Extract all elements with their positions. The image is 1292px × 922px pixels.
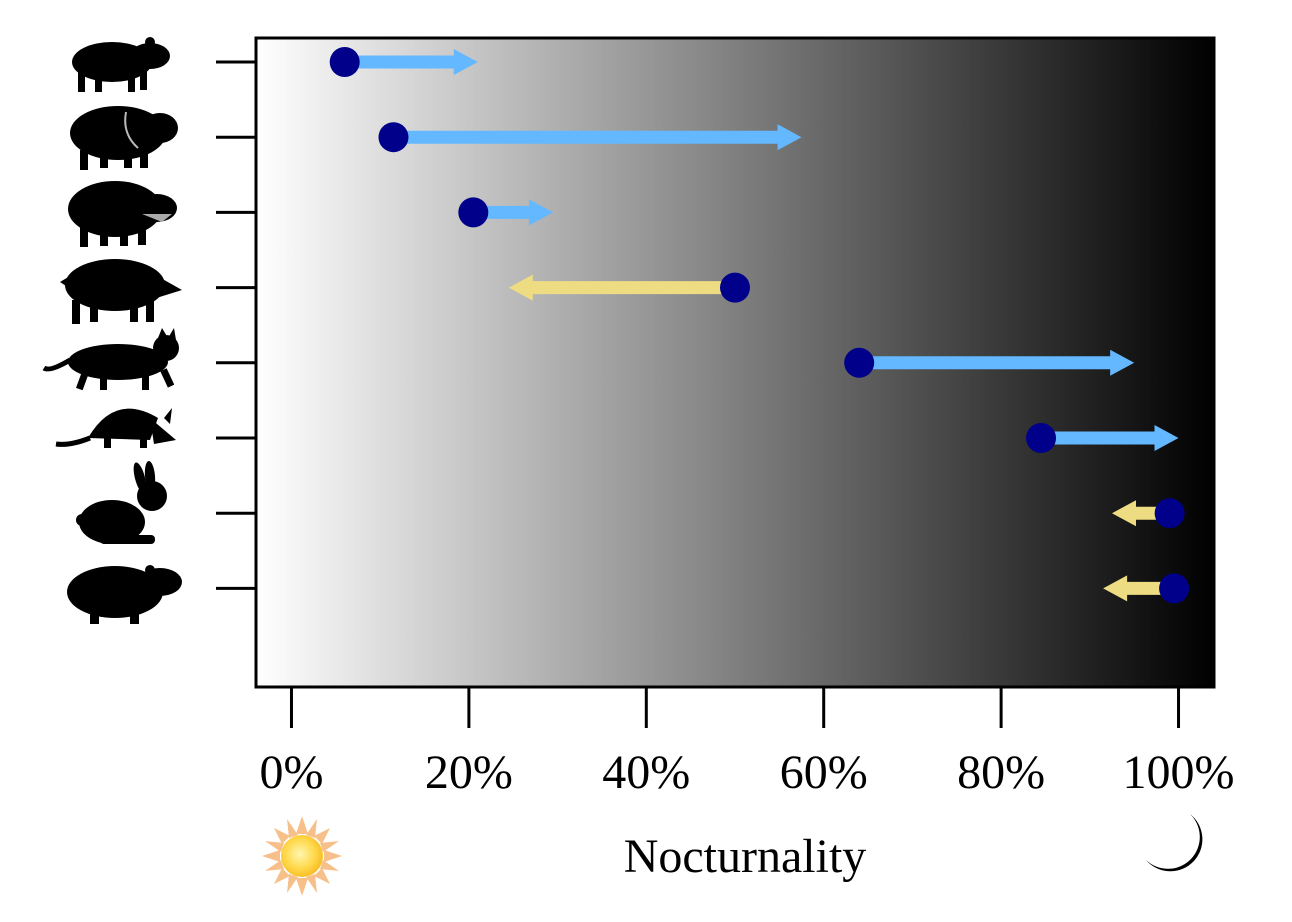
y-axis-ticks	[216, 60, 256, 590]
agouti-icon	[72, 37, 170, 92]
point-wild-boar	[720, 272, 750, 303]
point-white-lipped-peccary	[458, 197, 489, 228]
white-lipped-peccary-icon	[68, 181, 177, 247]
arrow-agouti	[344, 49, 478, 75]
point-paca	[1159, 573, 1190, 604]
sun-icon	[262, 816, 342, 896]
point-collared-peccary	[378, 122, 409, 153]
x-tick-label: 60%	[780, 746, 868, 799]
arrow-armadillo	[1041, 425, 1179, 451]
armadillo-icon	[55, 408, 176, 448]
arrow-white-lipped-peccary	[473, 199, 554, 226]
x-tick-label: 20%	[425, 746, 513, 799]
moon-icon	[1146, 814, 1203, 872]
x-tick-label: 40%	[602, 746, 690, 799]
paca-icon	[67, 565, 182, 624]
arrow-cat	[859, 349, 1135, 376]
chart-marks	[329, 47, 1190, 604]
x-axis: 0% 20% 40% 60% 80% 100%	[259, 688, 1235, 799]
x-axis-title: Nocturnality	[624, 830, 867, 883]
x-tick-label: 100%	[1123, 746, 1235, 799]
x-tick-label: 80%	[957, 746, 1045, 799]
point-armadillo	[1026, 423, 1057, 453]
arrow-paca	[1103, 575, 1175, 602]
animal-icons	[42, 37, 182, 624]
arrow-wild-boar	[508, 274, 735, 301]
arrow-rabbit	[1111, 500, 1170, 527]
x-tick-label: 0%	[259, 746, 323, 799]
point-agouti	[329, 47, 360, 77]
arrow-collared-peccary	[393, 124, 802, 151]
wild-boar-icon	[60, 259, 182, 324]
point-cat	[844, 347, 875, 378]
collared-peccary-icon	[70, 106, 178, 170]
cat-icon	[42, 328, 179, 391]
point-rabbit	[1154, 498, 1185, 529]
rabbit-icon	[76, 461, 167, 544]
